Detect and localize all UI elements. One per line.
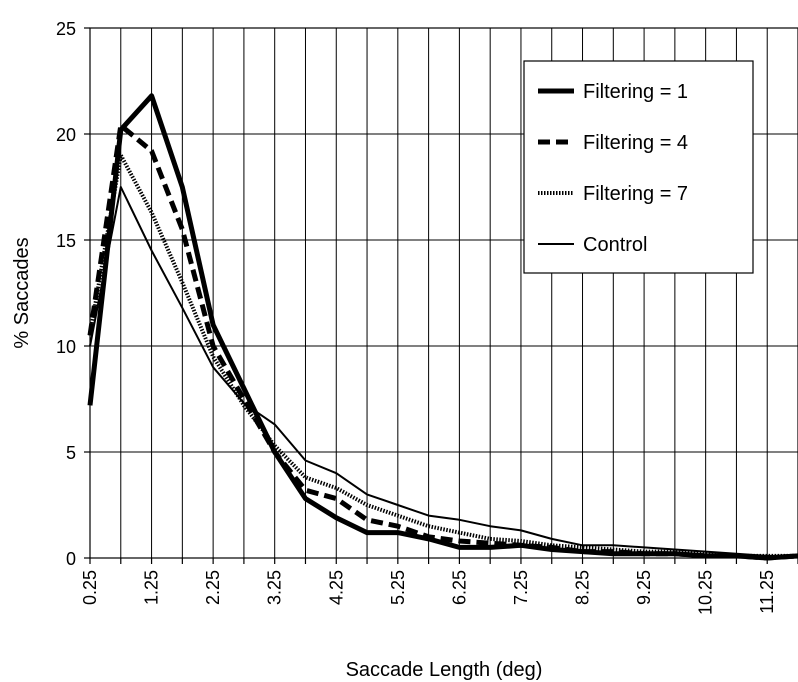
x-tick-label: 6.25 [449,570,469,605]
y-tick-label: 15 [56,231,76,251]
x-tick-label: 9.25 [634,570,654,605]
legend-label: Filtering = 4 [583,132,688,154]
series-line-control [89,186,798,557]
y-tick-label: 20 [56,125,76,145]
x-tick-label: 4.25 [326,570,346,605]
x-tick-label: 8.25 [573,570,593,605]
x-tick-label: 1.25 [142,570,162,605]
y-tick-label: 25 [56,19,76,39]
legend-label: Control [583,234,647,256]
x-tick-label: 0.25 [80,570,100,605]
y-tick-label: 5 [66,443,76,463]
x-tick-label: 2.25 [203,570,223,605]
legend: Filtering = 1 Filtering = 4 Filtering = 7 C… [523,60,754,274]
legend-label: Filtering = 7 [583,183,688,205]
x-tick-label: 11.25 [757,570,777,614]
legend-item: Filtering = 1 [538,81,688,103]
legend-label: Filtering = 1 [583,81,688,103]
x-tick-label: 10.25 [696,570,716,615]
y-axis-title: % Saccades [11,237,33,348]
y-tick-label: 0 [66,549,76,569]
y-tick-label: 10 [56,337,76,357]
x-tick-label: 7.25 [511,570,531,605]
x-axis-title: Saccade Length (deg) [346,659,543,681]
x-tick-label: 5.25 [388,570,408,605]
legend-item: Control [538,234,647,256]
grid [90,28,798,558]
x-tick-label: 3.25 [265,570,285,605]
y-axis: 0 5 10 15 20 25 [56,19,90,569]
legend-item: Filtering = 4 [538,132,688,154]
plot-area-border [89,27,798,559]
legend-box [523,60,754,274]
x-axis: 0.25 1.25 2.25 3.25 4.25 5.25 6.25 7.25 8.25 9.25… [80,558,798,615]
legend-item: Filtering = 7 [538,183,688,205]
series-lines [87,93,798,561]
series-line-filtering-1 [87,93,798,561]
